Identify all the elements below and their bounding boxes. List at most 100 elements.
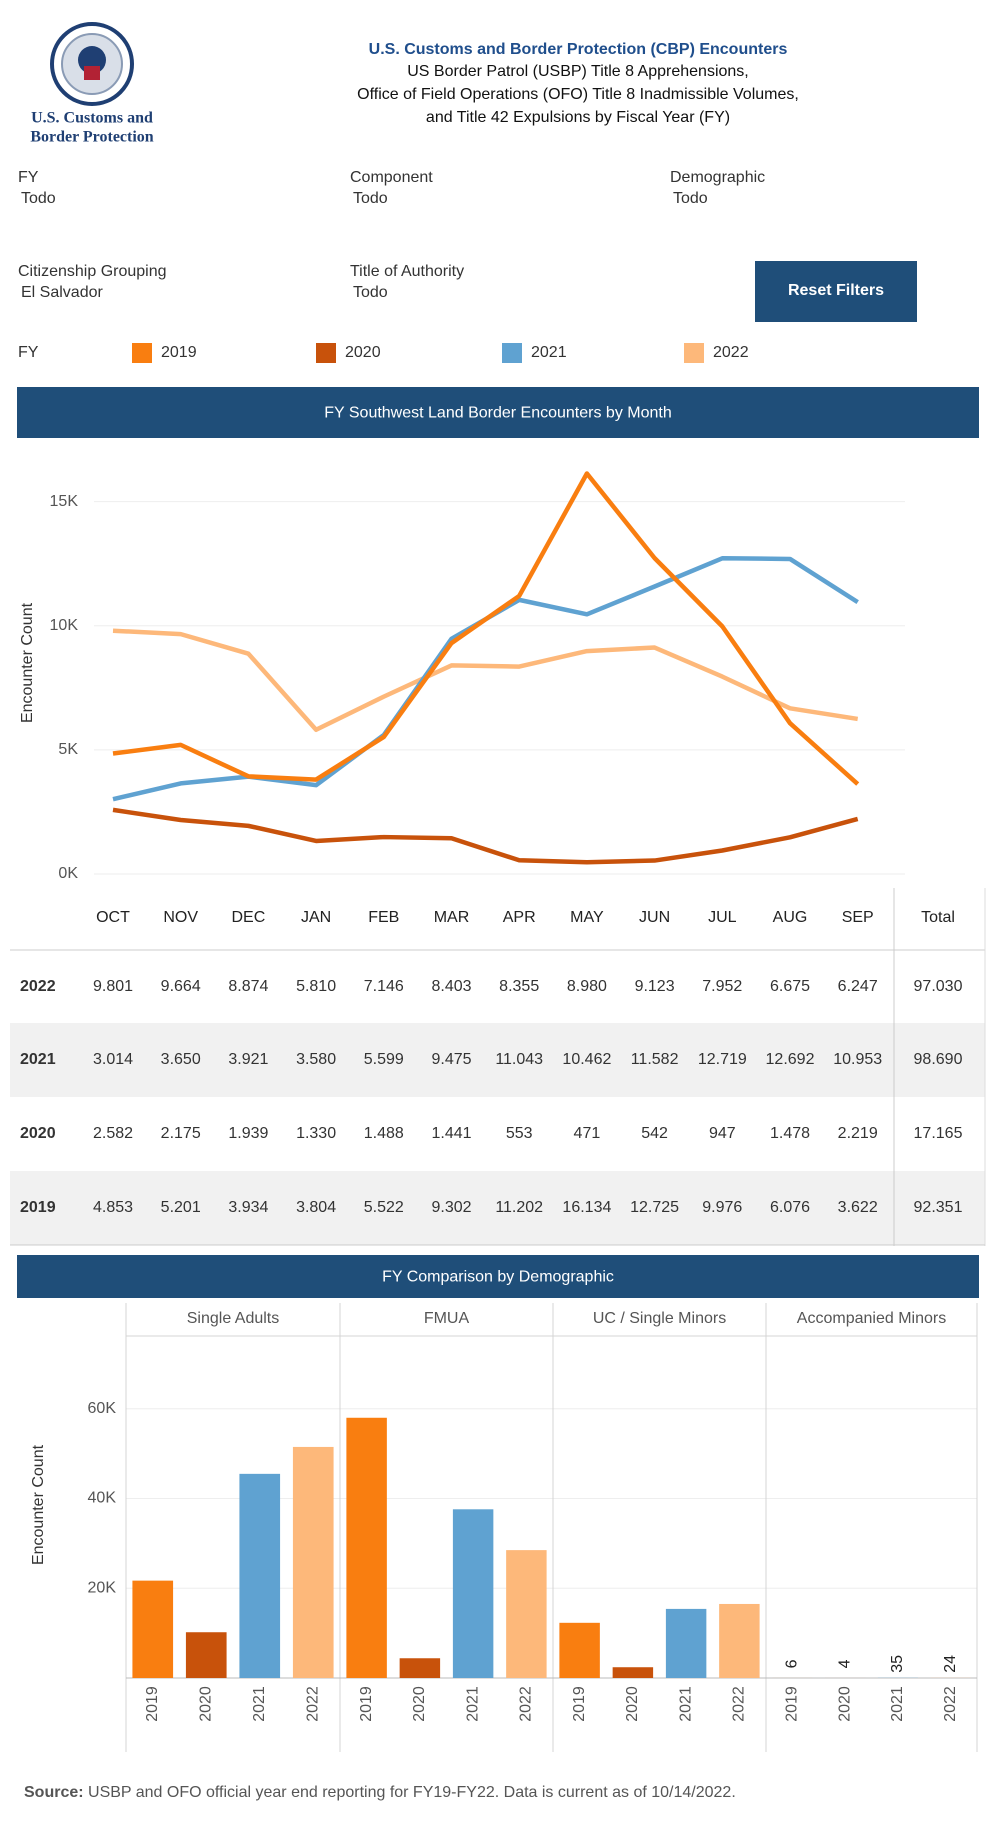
table-cell: 8.403 (431, 978, 471, 995)
table-cell: 12.692 (766, 1051, 815, 1068)
y-axis-label: Encounter Count (30, 1444, 47, 1565)
table-header: JAN (301, 909, 331, 926)
source-label: Source: USBP and OFO official year end r… (24, 1784, 736, 1801)
filter-label: Title of Authority (350, 263, 464, 280)
x-tick-label: 2021 (677, 1686, 694, 1722)
table-cell: 9.976 (702, 1199, 742, 1216)
table-cell: 12.725 (630, 1199, 679, 1216)
x-tick-label: 2021 (464, 1686, 481, 1722)
table-cell: 6.076 (770, 1199, 810, 1216)
y-tick-label: 5K (58, 741, 78, 758)
facet-header: Accompanied Minors (797, 1310, 946, 1327)
table-cell: 3.921 (228, 1051, 268, 1068)
org-name: U.S. Customs and (31, 110, 153, 127)
filter-label: Demographic (670, 169, 765, 186)
table-cell: 1.488 (364, 1125, 404, 1142)
table-cell: 3.650 (161, 1051, 201, 1068)
table-cell: 11.582 (631, 1051, 679, 1068)
table-row-label: 2022 (20, 978, 56, 995)
table-header: FEB (368, 909, 399, 926)
series-line (112, 628, 859, 733)
table-cell: 9.801 (93, 978, 133, 995)
y-axis-label: Encounter Count (19, 602, 36, 723)
filter-label: Citizenship Grouping (18, 263, 167, 280)
x-tick-label: 2020 (411, 1686, 428, 1722)
table-cell: 10.462 (562, 1051, 611, 1068)
source-text: USBP and OFO official year end reporting… (84, 1784, 736, 1801)
table-cell-total: 97.030 (914, 978, 963, 995)
x-tick-label: 2021 (889, 1686, 906, 1722)
table-header: SEP (842, 909, 874, 926)
section-title: FY Comparison by Demographic (382, 1269, 614, 1286)
seal-shield (84, 66, 100, 80)
table-row-label: 2019 (20, 1199, 56, 1216)
legend-label: 2020 (345, 344, 381, 361)
table-cell: 9.302 (431, 1199, 471, 1216)
table-cell: 6.675 (770, 978, 810, 995)
section-title-bar (17, 1255, 979, 1298)
table-row-label: 2020 (20, 1125, 56, 1142)
bar (559, 1622, 600, 1678)
facet-header: Single Adults (187, 1310, 280, 1327)
y-tick-label: 20K (88, 1579, 117, 1596)
table-cell: 9.664 (161, 978, 201, 995)
x-tick-label: 2019 (784, 1686, 801, 1722)
table-cell: 2.219 (838, 1125, 878, 1142)
section-title: FY Southwest Land Border Encounters by M… (324, 405, 671, 422)
table-cell-total: 92.351 (914, 1199, 963, 1216)
reset-button-label[interactable]: Reset Filters (788, 282, 884, 299)
x-tick-label: 2019 (358, 1686, 375, 1722)
data-label: 6 (784, 1659, 801, 1668)
table-cell: 2.175 (161, 1125, 201, 1142)
table-cell: 5.810 (296, 978, 336, 995)
y-tick-label: 0K (58, 865, 78, 882)
table-header: JUL (708, 909, 737, 926)
table-cell: 5.522 (364, 1199, 404, 1216)
table-header: OCT (96, 909, 130, 926)
table-cell: 3.804 (296, 1199, 336, 1216)
header-subtitle: Office of Field Operations (OFO) Title 8… (357, 86, 799, 103)
table-header: DEC (232, 909, 266, 926)
table-cell: 553 (506, 1125, 533, 1142)
table-cell: 3.014 (93, 1051, 133, 1068)
header-subtitle: and Title 42 Expulsions by Fiscal Year (… (426, 109, 730, 126)
legend-title: FY (18, 344, 39, 361)
table-row-band (10, 1171, 985, 1245)
table-cell: 10.953 (833, 1051, 882, 1068)
table-header: Total (921, 909, 955, 926)
bar (452, 1509, 494, 1678)
bar (399, 1658, 441, 1678)
table-cell: 11.202 (495, 1199, 543, 1216)
legend-swatch (502, 343, 522, 363)
bar (346, 1417, 387, 1678)
table-cell-total: 17.165 (914, 1125, 963, 1142)
table-cell: 1.441 (431, 1125, 471, 1142)
table-header: JUN (639, 909, 670, 926)
series-line (112, 471, 860, 786)
data-label: 35 (889, 1655, 906, 1673)
table-cell: 12.719 (698, 1051, 747, 1068)
y-tick-label: 40K (88, 1490, 117, 1507)
table-cell: 1.330 (296, 1125, 336, 1142)
table-cell: 947 (709, 1125, 736, 1142)
bar (239, 1473, 281, 1678)
table-cell: 1.939 (228, 1125, 268, 1142)
x-tick-label: 2019 (144, 1686, 161, 1722)
y-tick-label: 15K (50, 493, 79, 510)
table-cell: 5.599 (364, 1051, 404, 1068)
logo (50, 22, 134, 106)
x-tick-label: 2020 (624, 1686, 641, 1722)
reset-button[interactable] (755, 261, 917, 322)
table-header: MAY (570, 909, 604, 926)
table-cell: 1.478 (770, 1125, 810, 1142)
table-cell: 11.043 (495, 1051, 543, 1068)
table-cell: 7.952 (702, 978, 742, 995)
table-cell: 9.123 (635, 978, 675, 995)
x-tick-label: 2022 (304, 1686, 321, 1722)
bar (185, 1632, 227, 1678)
table-cell: 9.475 (431, 1051, 471, 1068)
filter-value: Todo (673, 190, 708, 207)
y-tick-label: 60K (88, 1400, 117, 1417)
table-cell: 8.980 (567, 978, 607, 995)
